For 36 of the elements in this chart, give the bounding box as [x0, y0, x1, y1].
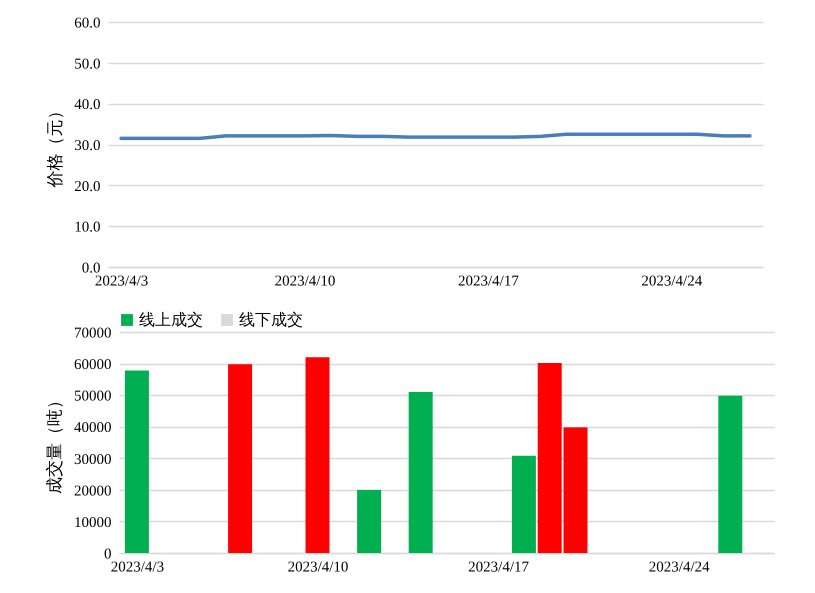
y-tick-label: 60000	[74, 357, 112, 374]
x-tick-label: 2023/4/24	[641, 274, 703, 290]
bar	[408, 392, 433, 553]
y-tick-label: 40000	[74, 420, 112, 436]
y-tick-label: 30000	[74, 452, 112, 468]
x-tick-label: 2023/4/3	[110, 560, 164, 576]
y-axis-title: 成交量（吨）	[45, 392, 64, 494]
bar	[306, 357, 330, 553]
y-tick-label: 50.0	[74, 56, 100, 72]
y-tick-label: 20.0	[74, 178, 100, 195]
y-tick-label: 50000	[74, 388, 112, 405]
x-tick-label: 2023/4/3	[94, 274, 148, 290]
y-tick-label: 0	[104, 546, 112, 562]
bar	[512, 456, 536, 553]
bar	[718, 396, 742, 553]
x-tick-label: 2023/4/24	[648, 560, 710, 576]
y-tick-label: 10.0	[74, 220, 100, 236]
x-tick-label: 2023/4/17	[468, 560, 530, 576]
bar	[538, 362, 562, 553]
series-label: 线下成交	[239, 311, 303, 329]
y-axis-title: 价格（元）	[45, 102, 64, 188]
y-tick-label: 0.0	[82, 260, 100, 276]
x-tick-label: 2023/4/10	[274, 274, 336, 290]
y-tick-label: 40.0	[74, 97, 100, 114]
x-tick-label: 2023/4/17	[458, 274, 520, 290]
y-tick-label: 10000	[74, 514, 112, 531]
y-tick-label: 70000	[74, 326, 112, 342]
y-tick-label: 30.0	[74, 138, 100, 154]
y-tick-label: 20000	[74, 483, 112, 500]
bar	[124, 370, 149, 553]
x-tick-label: 2023/4/10	[288, 560, 348, 576]
bar	[357, 490, 382, 553]
bar	[564, 427, 588, 553]
bar	[228, 364, 252, 553]
legend-label: 线上成交	[139, 311, 203, 329]
y-tick-label: 60.0	[74, 16, 100, 32]
